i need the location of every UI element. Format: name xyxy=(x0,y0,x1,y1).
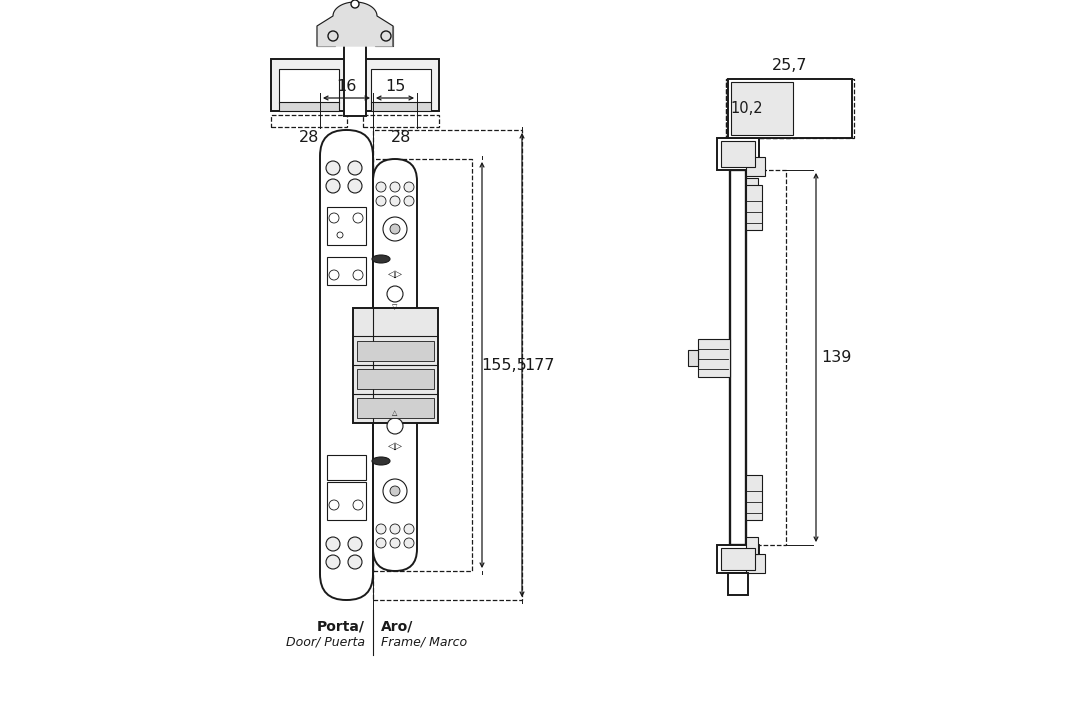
Bar xyxy=(717,545,759,573)
Circle shape xyxy=(337,232,343,238)
Text: 28: 28 xyxy=(391,130,411,145)
Circle shape xyxy=(390,486,400,496)
Circle shape xyxy=(328,31,338,41)
Bar xyxy=(345,41,366,116)
Bar xyxy=(726,79,794,138)
Ellipse shape xyxy=(372,255,390,263)
Bar xyxy=(728,79,852,138)
Circle shape xyxy=(390,182,400,192)
Text: Door/ Puerta: Door/ Puerta xyxy=(286,636,365,649)
Circle shape xyxy=(329,270,339,280)
Text: 15: 15 xyxy=(384,78,405,94)
Bar xyxy=(731,82,793,135)
Circle shape xyxy=(376,196,386,206)
Circle shape xyxy=(348,161,362,175)
FancyBboxPatch shape xyxy=(320,130,373,600)
Ellipse shape xyxy=(372,457,390,465)
Circle shape xyxy=(353,500,363,510)
Circle shape xyxy=(329,213,339,223)
Circle shape xyxy=(390,196,400,206)
Circle shape xyxy=(353,213,363,223)
Text: ◁▷: ◁▷ xyxy=(388,441,403,451)
Bar xyxy=(746,157,765,176)
Bar xyxy=(746,475,762,520)
Bar xyxy=(746,185,762,230)
FancyBboxPatch shape xyxy=(373,159,417,571)
Bar xyxy=(332,230,345,240)
Polygon shape xyxy=(318,2,393,46)
Bar xyxy=(352,307,437,423)
Circle shape xyxy=(348,179,362,193)
Circle shape xyxy=(348,555,362,569)
Circle shape xyxy=(326,537,340,551)
Bar xyxy=(721,141,755,167)
Text: 16: 16 xyxy=(336,78,356,94)
Text: 177: 177 xyxy=(525,358,555,372)
Bar xyxy=(746,178,758,195)
Circle shape xyxy=(376,182,386,192)
Bar xyxy=(372,102,431,111)
Bar xyxy=(372,69,431,103)
Bar xyxy=(728,573,748,595)
Bar xyxy=(327,455,366,480)
Bar xyxy=(279,102,339,111)
Circle shape xyxy=(329,500,339,510)
Circle shape xyxy=(390,224,400,234)
Circle shape xyxy=(404,538,414,548)
Bar xyxy=(373,130,522,600)
Bar xyxy=(746,537,758,554)
Bar xyxy=(698,338,730,377)
Text: 25,7: 25,7 xyxy=(772,58,808,73)
Circle shape xyxy=(326,161,340,175)
Bar xyxy=(279,69,339,103)
Bar xyxy=(356,398,433,418)
Circle shape xyxy=(387,286,403,302)
Circle shape xyxy=(348,537,362,551)
Text: ▽: ▽ xyxy=(392,304,397,310)
Text: Frame/ Marco: Frame/ Marco xyxy=(381,636,468,649)
Bar xyxy=(726,79,854,138)
Bar xyxy=(363,59,438,111)
Bar xyxy=(356,369,433,390)
Bar xyxy=(688,349,698,366)
Bar xyxy=(730,170,746,545)
Bar xyxy=(327,257,366,285)
Text: Porta/: Porta/ xyxy=(318,619,365,633)
Circle shape xyxy=(404,196,414,206)
Text: 139: 139 xyxy=(821,350,851,365)
Bar xyxy=(730,170,786,545)
Text: 10,2: 10,2 xyxy=(730,101,762,116)
Circle shape xyxy=(376,538,386,548)
Text: 28: 28 xyxy=(299,130,320,145)
Bar xyxy=(363,115,438,127)
Circle shape xyxy=(326,179,340,193)
Circle shape xyxy=(390,524,400,534)
Bar xyxy=(373,159,472,571)
Circle shape xyxy=(404,524,414,534)
Bar xyxy=(271,115,347,127)
Bar xyxy=(271,59,347,111)
Bar xyxy=(327,207,366,245)
Text: Aro/: Aro/ xyxy=(381,619,414,633)
Circle shape xyxy=(404,182,414,192)
Bar xyxy=(746,554,765,573)
Circle shape xyxy=(353,270,363,280)
Circle shape xyxy=(351,0,359,8)
Text: ◁▷: ◁▷ xyxy=(388,269,403,279)
Circle shape xyxy=(383,479,407,503)
Circle shape xyxy=(390,538,400,548)
Circle shape xyxy=(383,217,407,241)
Bar xyxy=(327,482,366,520)
Bar xyxy=(356,341,433,361)
Circle shape xyxy=(387,418,403,434)
Bar xyxy=(717,138,759,170)
Circle shape xyxy=(326,555,340,569)
Text: △: △ xyxy=(392,410,397,416)
Circle shape xyxy=(381,31,391,41)
Text: 155,5: 155,5 xyxy=(481,358,527,372)
Bar xyxy=(318,26,335,46)
Bar xyxy=(721,548,755,570)
Bar xyxy=(375,26,393,46)
Circle shape xyxy=(376,524,386,534)
